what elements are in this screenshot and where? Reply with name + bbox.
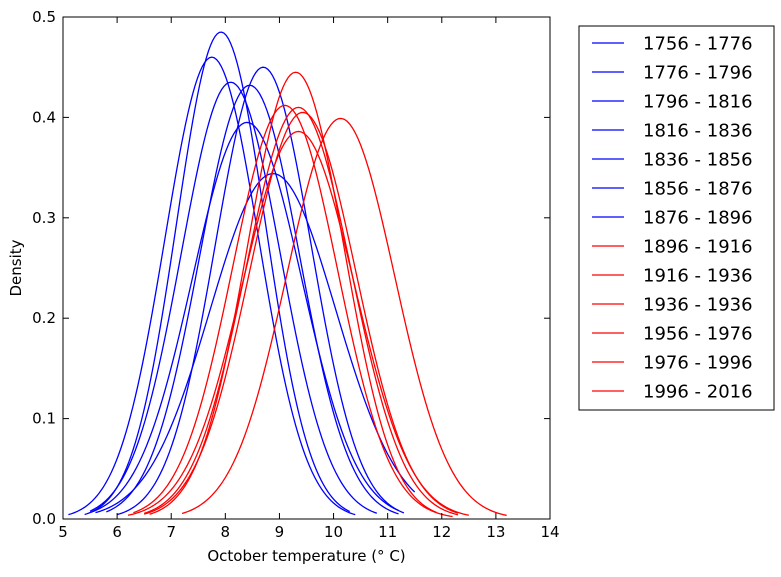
legend-label: 1796 - 1816 xyxy=(643,92,753,113)
series-line-4 xyxy=(106,84,399,515)
y-tick-label: 0.4 xyxy=(32,108,56,126)
series-line-5 xyxy=(116,66,405,516)
legend-label: 1896 - 1916 xyxy=(643,237,753,258)
legend-item: 1776 - 1796 xyxy=(592,63,753,84)
legend-label: 1956 - 1976 xyxy=(643,324,753,345)
x-tick-label: 8 xyxy=(221,523,231,541)
series-line-3 xyxy=(89,81,378,514)
series-line-10 xyxy=(143,106,459,516)
y-tick-label: 0.0 xyxy=(32,510,56,528)
plot-area xyxy=(62,16,551,520)
legend-label: 1856 - 1876 xyxy=(643,179,753,200)
x-tick-label: 7 xyxy=(166,523,176,541)
y-tick-label: 0.3 xyxy=(32,209,56,227)
y-tick-label: 0.2 xyxy=(32,309,56,327)
series-line-2 xyxy=(84,31,351,516)
legend-label: 1976 - 1996 xyxy=(643,353,753,374)
legend: 1756 - 1776 1776 - 1796 1796 - 1816 1816 - … xyxy=(578,25,775,411)
legend-label: 1996 - 2016 xyxy=(643,382,753,403)
density-curves xyxy=(68,31,507,518)
x-tick-label: 11 xyxy=(378,523,397,541)
legend-item: 1876 - 1896 xyxy=(592,208,753,229)
x-tick-labels: 5 6 7 8 9 10 11 12 13 14 xyxy=(58,523,559,541)
legend-label: 1936 - 1936 xyxy=(643,295,753,316)
legend-item: 1916 - 1936 xyxy=(592,266,753,287)
legend-item: 1836 - 1856 xyxy=(592,150,753,171)
y-tick-label: 0.5 xyxy=(32,8,56,26)
series-line-13 xyxy=(181,117,507,517)
x-tick-label: 5 xyxy=(58,523,68,541)
y-tick-labels: 0.0 0.1 0.2 0.3 0.4 0.5 xyxy=(32,8,56,528)
axis-ticks xyxy=(62,16,551,520)
y-tick-label: 0.1 xyxy=(32,410,56,428)
legend-label: 1776 - 1796 xyxy=(643,63,753,84)
x-tick-label: 14 xyxy=(540,523,559,541)
x-tick-label: 9 xyxy=(275,523,285,541)
series-line-6 xyxy=(89,121,399,514)
y-axis-label: Density xyxy=(7,239,25,296)
legend-label: 1756 - 1776 xyxy=(643,34,753,55)
legend-label: 1876 - 1896 xyxy=(643,208,753,229)
x-tick-label: 13 xyxy=(486,523,505,541)
x-tick-label: 12 xyxy=(432,523,451,541)
series-line-7 xyxy=(95,172,416,514)
series-line-1 xyxy=(68,56,356,516)
x-tick-label: 6 xyxy=(112,523,122,541)
x-axis-label: October temperature (° C) xyxy=(207,547,405,565)
series-line-12 xyxy=(127,130,469,516)
legend-item: 1996 - 2016 xyxy=(592,382,753,403)
legend-item: 1936 - 1936 xyxy=(592,295,753,316)
x-tick-label: 10 xyxy=(324,523,343,541)
legend-item: 1956 - 1976 xyxy=(592,324,753,345)
legend-label: 1836 - 1856 xyxy=(643,150,753,171)
legend-label: 1916 - 1936 xyxy=(643,266,753,287)
legend-item: 1976 - 1996 xyxy=(592,353,753,374)
legend-item: 1816 - 1836 xyxy=(592,121,753,142)
legend-item: 1756 - 1776 xyxy=(592,34,753,55)
series-line-11 xyxy=(143,111,459,515)
legend-label: 1816 - 1836 xyxy=(643,121,753,142)
legend-item: 1896 - 1916 xyxy=(592,237,753,258)
legend-item: 1796 - 1816 xyxy=(592,92,753,113)
legend-box xyxy=(578,25,775,411)
legend-item: 1856 - 1876 xyxy=(592,179,753,200)
